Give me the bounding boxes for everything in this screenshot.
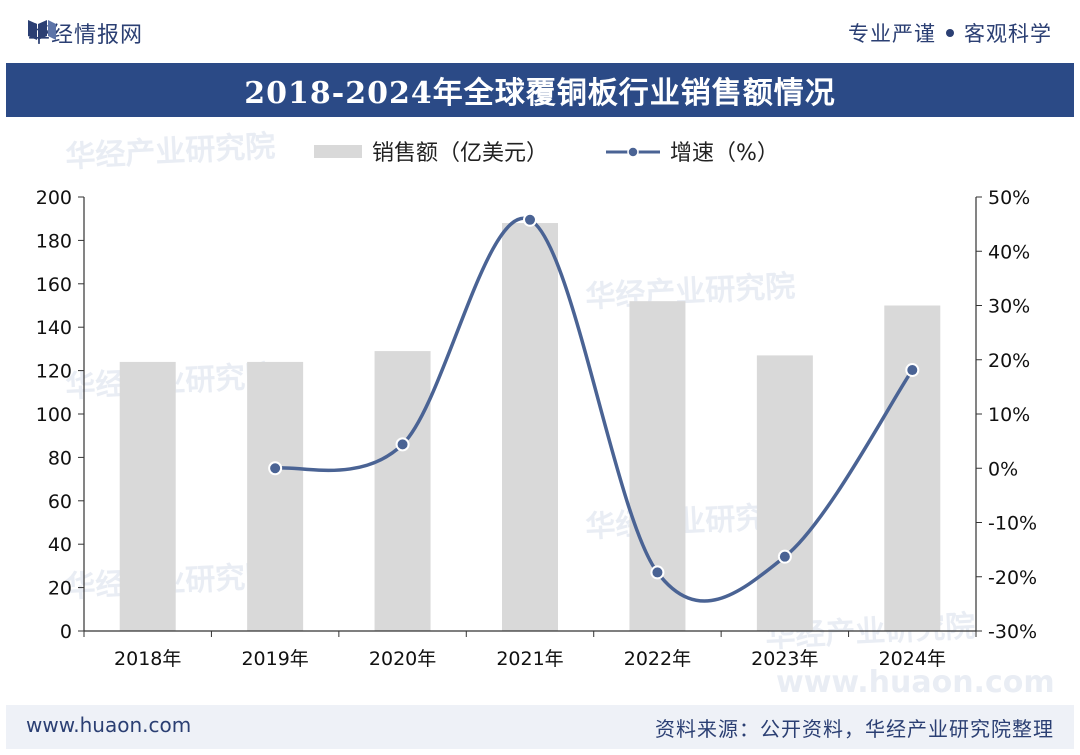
bar-3	[502, 223, 558, 631]
growth-point-1	[395, 437, 410, 452]
x-tick-label: 2019年	[241, 648, 308, 670]
x-tick-label: 2022年	[624, 648, 691, 670]
watermark-layer: 华经产业研究院华经产业研究院华经产业研究院华经产业研究院华经产业研究院华经产业研…	[65, 129, 1055, 700]
x-tick-label: 2020年	[369, 648, 436, 670]
y-left-tick-label: 40	[48, 534, 72, 556]
chart-svg: 华经产业研究院华经产业研究院华经产业研究院华经产业研究院华经产业研究院华经产业研…	[36, 129, 1055, 700]
y-left-tick-label: 200	[36, 187, 72, 209]
y-left-tick-label: 100	[36, 404, 72, 426]
bar-0	[119, 361, 176, 631]
y-right-tick-label: 0%	[988, 458, 1018, 480]
legend-bar-label: 销售额（亿美元）	[372, 141, 548, 166]
footer-bar: www.huaon.com 资料来源：公开资料，华经产业研究院整理	[6, 705, 1074, 749]
watermark-url: www.huaon.com	[776, 665, 1055, 700]
y-left-tick-label: 60	[48, 491, 72, 513]
axes: 0 20 40 60 80 100 120 140 160 180 200 -30% -20% -10% 0…	[36, 187, 1037, 670]
growth-point-5	[905, 363, 920, 378]
growth-point-2	[523, 212, 537, 227]
legend-line-marker	[627, 146, 639, 158]
y-right-tick-label: -20%	[988, 567, 1037, 589]
bar-1	[247, 361, 304, 631]
x-tick-label: 2023年	[751, 648, 818, 670]
x-tick-label: 2018年	[114, 648, 181, 670]
watermark-text: 华经产业研究院	[585, 269, 797, 315]
y-right-tick-label: -30%	[988, 621, 1037, 643]
legend: 销售额（亿美元） 增速（%）	[314, 141, 779, 166]
x-tick-label: 2024年	[879, 648, 946, 670]
y-left-tick-label: 20	[48, 578, 72, 600]
footer-source: 资料来源：公开资料，华经产业研究院整理	[655, 717, 1054, 741]
footer-url-link[interactable]: www.huaon.com	[26, 713, 192, 737]
brand[interactable]: 华经情报网	[28, 18, 143, 48]
slogan-left: 专业严谨	[848, 22, 936, 46]
watermark-text: 华经产业研究院	[65, 129, 277, 175]
brand-logo-icon	[28, 20, 56, 40]
chart-title: 2018-2024年全球覆铜板行业销售额情况	[244, 76, 836, 111]
line-series	[268, 212, 920, 603]
y-left-tick-label: 0	[60, 621, 72, 643]
chart-area: 华经产业研究院华经产业研究院华经产业研究院华经产业研究院华经产业研究院华经产业研…	[6, 117, 1074, 705]
y-right-tick-label: -10%	[988, 513, 1037, 535]
bar-6	[884, 305, 941, 631]
header-bar: 华经情报网 专业严谨 客观科学	[0, 0, 1080, 62]
y-left-tick-label: 180	[36, 230, 72, 252]
brand-name: 华经情报网	[28, 23, 144, 48]
growth-point-0	[268, 461, 283, 476]
legend-line-label: 增速（%）	[670, 141, 779, 166]
y-right-tick-label: 40%	[988, 241, 1030, 263]
y-left-tick-label: 80	[48, 447, 72, 469]
bar-4	[629, 301, 686, 631]
slogan-dot-icon	[946, 29, 954, 37]
y-left-tick-label: 160	[36, 274, 72, 296]
growth-point-3	[650, 565, 665, 580]
legend-bar-swatch	[314, 145, 362, 158]
slogan-right: 客观科学	[964, 22, 1052, 46]
y-right-tick-label: 30%	[988, 296, 1030, 318]
bar-2	[374, 351, 431, 631]
slogan: 专业严谨 客观科学	[848, 18, 1052, 48]
x-tick-label: 2021年	[496, 648, 563, 670]
y-right-tick-label: 50%	[988, 187, 1030, 209]
y-left-tick-label: 120	[36, 361, 72, 383]
growth-point-4	[777, 549, 792, 564]
y-left-tick-label: 140	[36, 317, 72, 339]
title-bar: 2018-2024年全球覆铜板行业销售额情况	[6, 63, 1074, 117]
y-right-tick-label: 20%	[988, 350, 1030, 372]
bar-5	[756, 355, 813, 631]
y-right-tick-label: 10%	[988, 404, 1030, 426]
